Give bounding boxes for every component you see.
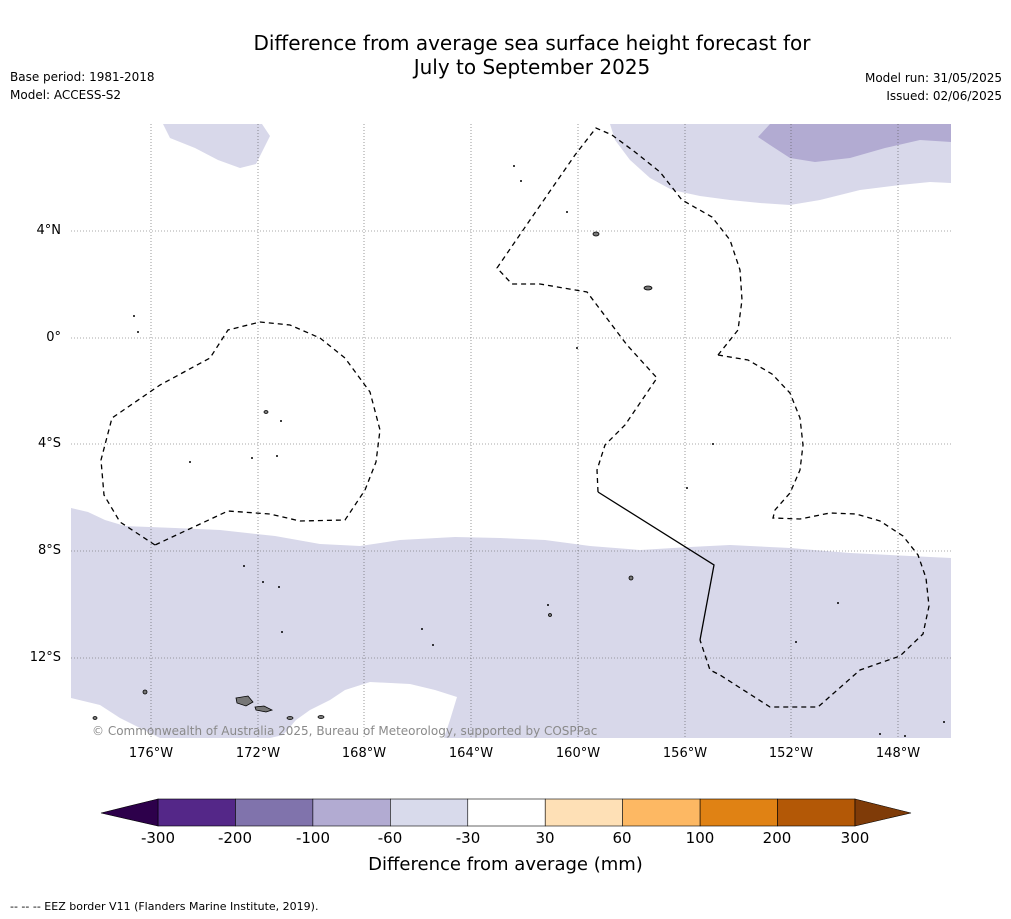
islet — [276, 455, 278, 457]
anomaly-region-south — [71, 508, 951, 738]
islands — [92, 231, 653, 720]
islet — [421, 628, 423, 630]
eez-border-kiribati-line — [496, 127, 743, 493]
lon-label-148w: 148°W — [875, 746, 921, 761]
islet — [837, 602, 839, 604]
colorbar-swatch — [467, 798, 546, 827]
island-dot — [317, 715, 325, 719]
colorbar-swatch — [390, 798, 469, 827]
lat-label-8s: 8°S — [37, 543, 61, 558]
colorbar-tick: 300 — [840, 829, 870, 847]
island-savaii — [235, 695, 254, 707]
anomaly-region-northwest — [163, 124, 270, 168]
run-info: Model run: 31/05/2025 Issued: 02/06/2025 — [865, 69, 1002, 105]
islet — [520, 180, 522, 182]
colorbar-swatch — [777, 798, 856, 827]
colorbar-tick: -300 — [140, 829, 176, 847]
lon-label-164w: 164°W — [448, 746, 494, 761]
colorbar-swatch — [544, 798, 623, 827]
model-name: Model: ACCESS-S2 — [10, 88, 122, 102]
island-dot — [643, 285, 653, 291]
copyright-notice: © Commonwealth of Australia 2025, Bureau… — [92, 724, 598, 738]
base-period: Base period: 1981-2018 — [10, 70, 155, 84]
island-dot — [628, 575, 634, 581]
colorbar-extend-low — [100, 798, 159, 827]
lon-label-156w: 156°W — [662, 746, 708, 761]
islet — [943, 721, 945, 723]
islet — [566, 211, 568, 213]
islet — [879, 733, 881, 735]
colorbar-swatch — [699, 798, 778, 827]
model-info: Base period: 1981-2018 Model: ACCESS-S2 — [10, 68, 155, 104]
lon-label-172w: 172°W — [235, 746, 281, 761]
colorbar-extend-high — [854, 798, 912, 827]
eez-border-tokelau — [100, 321, 381, 546]
colorbar-tick: 30 — [535, 829, 555, 847]
colorbar-tick: -30 — [455, 829, 481, 847]
lon-label-176w: 176°W — [128, 746, 174, 761]
colorbar — [100, 798, 912, 827]
islet — [189, 461, 191, 463]
model-run: Model run: 31/05/2025 — [864, 71, 1002, 85]
lat-label-0: 0° — [46, 330, 61, 345]
gridlines — [71, 124, 951, 738]
islet — [576, 347, 578, 349]
lat-label-4n: 4°N — [36, 223, 62, 238]
eez-border-cook-islands — [699, 354, 930, 708]
colorbar-tick: 60 — [612, 829, 632, 847]
lon-label-152w: 152°W — [768, 746, 814, 761]
island-dot — [92, 716, 98, 720]
islet — [280, 420, 282, 422]
colorbar-swatch — [622, 798, 701, 827]
anomaly-region-northeast-strong — [758, 124, 951, 162]
island-dot — [286, 716, 294, 720]
lat-label-12s: 12°S — [29, 650, 61, 665]
islet — [432, 644, 434, 646]
colorbar-swatch — [312, 798, 391, 827]
title-line-2: July to September 2025 — [413, 55, 651, 79]
lat-label-4s: 4°S — [37, 436, 61, 451]
colorbar-tick: -200 — [217, 829, 253, 847]
islet — [513, 165, 515, 167]
colorbar-tick: -100 — [295, 829, 331, 847]
islet — [795, 641, 797, 643]
islet — [278, 586, 280, 588]
issued-date: Issued: 02/06/2025 — [886, 89, 1002, 103]
colorbar-tick: 100 — [685, 829, 715, 847]
island-dot — [263, 410, 269, 414]
islet — [281, 631, 283, 633]
islet — [686, 487, 688, 489]
chart-title: Difference from average sea surface heig… — [0, 31, 1011, 79]
title-line-1: Difference from average sea surface heig… — [253, 31, 811, 55]
island-upolu — [254, 705, 274, 713]
colorbar-tick: -60 — [377, 829, 403, 847]
islet — [904, 735, 906, 737]
eez-border-solid-segment — [597, 491, 715, 641]
islet — [133, 315, 135, 317]
islet — [243, 565, 245, 567]
colorbar-label: Difference from average (mm) — [368, 854, 643, 875]
colorbar-tick: 200 — [762, 829, 792, 847]
island-dot — [592, 231, 600, 237]
islet — [262, 581, 264, 583]
islet — [712, 443, 714, 445]
islet — [547, 604, 549, 606]
island-dot — [142, 689, 148, 695]
colorbar-swatch — [157, 798, 236, 827]
small-islets — [133, 165, 945, 737]
eez-footnote: -- -- -- EEZ border V11 (Flanders Marine… — [10, 900, 319, 913]
colorbar-swatch — [235, 798, 314, 827]
lon-label-160w: 160°W — [555, 746, 601, 761]
islet — [251, 457, 253, 459]
eez-borders — [100, 127, 930, 708]
lon-label-168w: 168°W — [341, 746, 387, 761]
island-dot — [548, 613, 552, 617]
islet — [137, 331, 139, 333]
